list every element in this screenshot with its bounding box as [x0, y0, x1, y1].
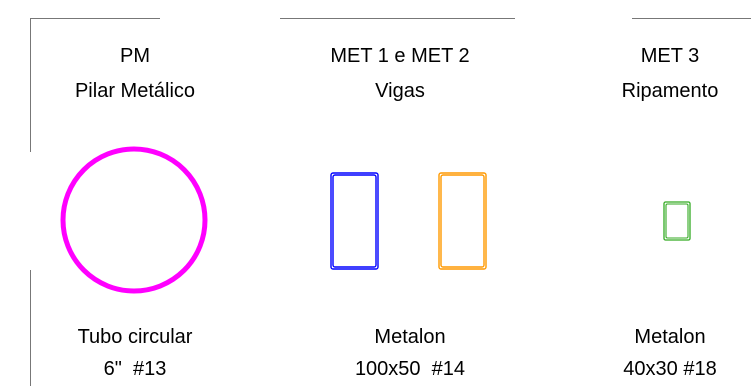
met12-blue-rectangle: [330, 172, 379, 270]
met3-spec-line2: 40x30 #18: [623, 358, 717, 380]
met3-code-label: MET 3: [640, 45, 700, 67]
met12-orange-rectangle: [438, 172, 487, 270]
met12-name-label: Vigas: [375, 80, 425, 102]
frame-top-line-right: [632, 18, 751, 19]
met12-code-label: MET 1 e MET 2: [330, 45, 470, 67]
pm-code-label: PM: [120, 45, 150, 67]
pm-circle-outline: [60, 146, 208, 294]
pm-name-label: Pilar Metálico: [74, 80, 196, 102]
frame-top-line-left: [30, 18, 160, 19]
frame-left-line-upper: [30, 18, 31, 152]
pm-spec-line2: 6" #13: [103, 358, 167, 380]
met3-spec-line1: Metalon: [634, 326, 706, 348]
met12-spec-line1: Metalon: [374, 326, 446, 348]
pm-spec-line1: Tubo circular: [77, 326, 193, 348]
frame-left-line-lower: [30, 270, 31, 386]
met3-green-rectangle: [663, 201, 691, 241]
frame-top-line-middle: [280, 18, 515, 19]
met12-spec-line2: 100x50 #14: [354, 358, 466, 380]
met3-name-label: Ripamento: [621, 80, 719, 102]
